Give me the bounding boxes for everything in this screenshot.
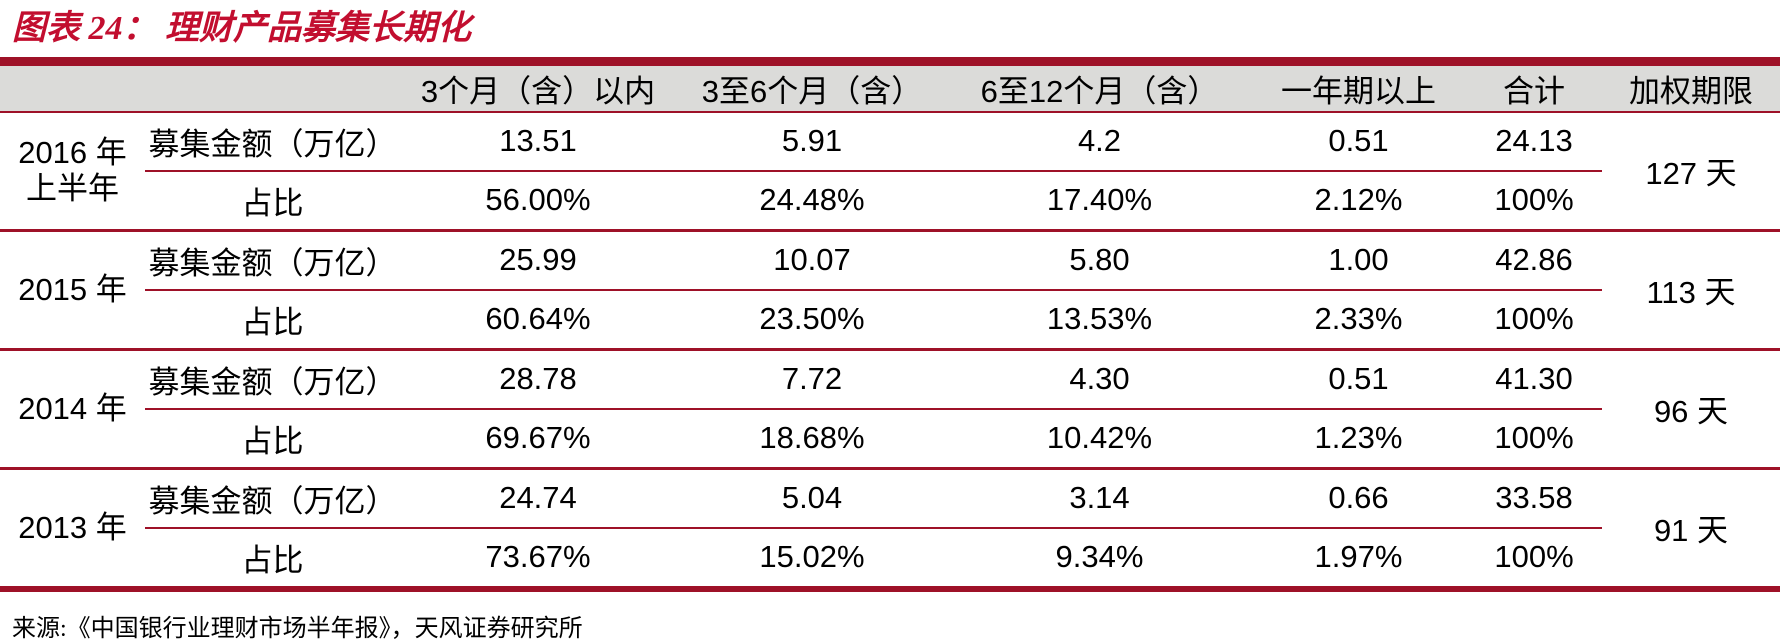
amount-cell: 24.74 <box>400 468 676 529</box>
amount-cell: 4.30 <box>948 349 1251 410</box>
metric-label-share: 占比 <box>145 527 400 592</box>
column-header-weighted-term: 加权期限 <box>1602 56 1780 113</box>
amount-cell: 5.80 <box>948 230 1251 291</box>
column-header-3-6m: 3至6个月（含） <box>676 56 948 113</box>
amount-cell: 7.72 <box>676 349 948 410</box>
amount-cell: 13.51 <box>400 111 676 172</box>
column-header-total: 合计 <box>1466 56 1602 113</box>
share-cell: 2.12% <box>1251 170 1466 232</box>
data-table: 3个月（含）以内 3至6个月（含） 6至12个月（含） 一年期以上 合计 加权期… <box>0 56 1780 592</box>
source-note: 来源:《中国银行业理财市场半年报》，天风证券研究所 <box>12 615 583 642</box>
share-total-cell: 100% <box>1466 408 1602 470</box>
share-total-cell: 100% <box>1466 527 1602 592</box>
share-cell: 2.33% <box>1251 289 1466 351</box>
amount-cell: 4.2 <box>948 111 1251 172</box>
amount-cell: 0.66 <box>1251 468 1466 529</box>
weighted-term-cell: 127 天 <box>1602 111 1780 232</box>
amount-cell: 10.07 <box>676 230 948 291</box>
share-cell: 60.64% <box>400 289 676 351</box>
share-cell: 69.67% <box>400 408 676 470</box>
metric-label-share: 占比 <box>145 289 400 351</box>
period-label: 2015 年 <box>0 230 145 351</box>
amount-cell: 5.04 <box>676 468 948 529</box>
column-header-6-12m: 6至12个月（含） <box>948 56 1251 113</box>
metric-label-amount: 募集金额（万亿） <box>145 230 400 291</box>
metric-label-amount: 募集金额（万亿） <box>145 468 400 529</box>
table-row-2015-amount: 2015 年 募集金额（万亿） 25.99 10.07 5.80 1.00 42… <box>0 230 1780 351</box>
weighted-term-cell: 96 天 <box>1602 349 1780 470</box>
table-row-2013-amount: 2013 年 募集金额（万亿） 24.74 5.04 3.14 0.66 33.… <box>0 468 1780 592</box>
share-total-cell: 100% <box>1466 170 1602 232</box>
amount-cell: 25.99 <box>400 230 676 291</box>
weighted-term-cell: 91 天 <box>1602 468 1780 592</box>
amount-cell: 0.51 <box>1251 349 1466 410</box>
table-row-2013-share: 占比 73.67% 15.02% 9.34% 1.97% 100% <box>0 527 1780 592</box>
header-row: 3个月（含）以内 3至6个月（含） 6至12个月（含） 一年期以上 合计 加权期… <box>0 56 1780 113</box>
period-label: 2013 年 <box>0 468 145 592</box>
header-blank-metric <box>145 56 400 113</box>
column-header-over-1y: 一年期以上 <box>1251 56 1466 113</box>
share-cell: 73.67% <box>400 527 676 592</box>
column-header-within-3m: 3个月（含）以内 <box>400 56 676 113</box>
share-total-cell: 100% <box>1466 289 1602 351</box>
amount-cell: 5.91 <box>676 111 948 172</box>
metric-label-share: 占比 <box>145 170 400 232</box>
share-cell: 1.97% <box>1251 527 1466 592</box>
metric-label-amount: 募集金额（万亿） <box>145 111 400 172</box>
amount-cell: 3.14 <box>948 468 1251 529</box>
table-row-2014-amount: 2014 年 募集金额（万亿） 28.78 7.72 4.30 0.51 41.… <box>0 349 1780 470</box>
amount-total-cell: 41.30 <box>1466 349 1602 410</box>
table-row-2016-amount: 2016 年 上半年 募集金额（万亿） 13.51 5.91 4.2 0.51 … <box>0 111 1780 232</box>
exhibit-title: 图表 24： 理财产品募集长期化 <box>12 10 471 47</box>
share-cell: 15.02% <box>676 527 948 592</box>
share-cell: 10.42% <box>948 408 1251 470</box>
table-row-2014-share: 占比 69.67% 18.68% 10.42% 1.23% 100% <box>0 408 1780 470</box>
share-cell: 1.23% <box>1251 408 1466 470</box>
metric-label-share: 占比 <box>145 408 400 470</box>
share-cell: 17.40% <box>948 170 1251 232</box>
amount-cell: 28.78 <box>400 349 676 410</box>
share-cell: 18.68% <box>676 408 948 470</box>
metric-label-amount: 募集金额（万亿） <box>145 349 400 410</box>
amount-cell: 0.51 <box>1251 111 1466 172</box>
amount-total-cell: 24.13 <box>1466 111 1602 172</box>
amount-cell: 1.00 <box>1251 230 1466 291</box>
share-cell: 23.50% <box>676 289 948 351</box>
share-cell: 13.53% <box>948 289 1251 351</box>
share-cell: 24.48% <box>676 170 948 232</box>
period-label: 2016 年 上半年 <box>0 111 145 232</box>
weighted-term-cell: 113 天 <box>1602 230 1780 351</box>
amount-total-cell: 33.58 <box>1466 468 1602 529</box>
table-row-2016-share: 占比 56.00% 24.48% 17.40% 2.12% 100% <box>0 170 1780 232</box>
amount-total-cell: 42.86 <box>1466 230 1602 291</box>
period-label: 2014 年 <box>0 349 145 470</box>
share-cell: 9.34% <box>948 527 1251 592</box>
table-row-2015-share: 占比 60.64% 23.50% 13.53% 2.33% 100% <box>0 289 1780 351</box>
header-blank-year <box>0 56 145 113</box>
share-cell: 56.00% <box>400 170 676 232</box>
